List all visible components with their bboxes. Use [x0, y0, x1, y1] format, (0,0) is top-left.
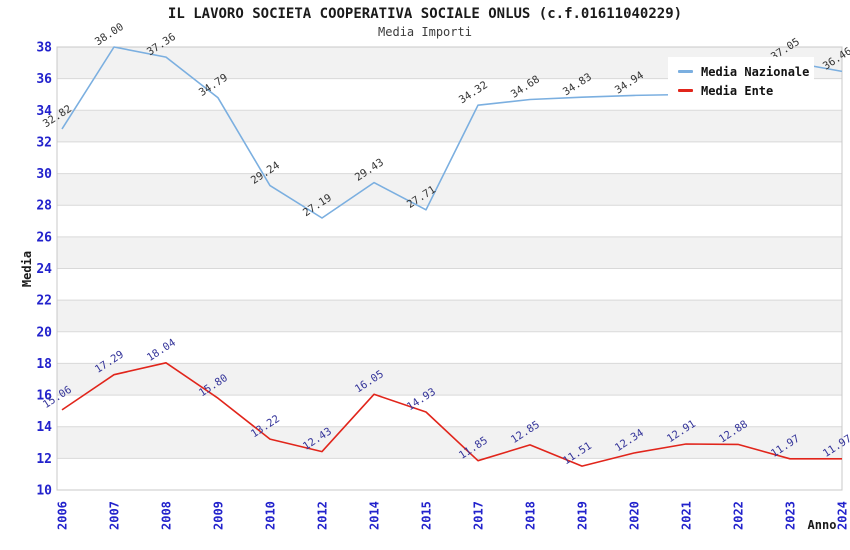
plot-band [57, 205, 842, 237]
y-tick-label: 14 [36, 420, 52, 435]
x-tick-label: 2023 [784, 501, 798, 530]
plot-band [57, 173, 842, 206]
legend-label: Media Ente [701, 83, 774, 98]
x-tick-label: 2015 [420, 501, 434, 530]
x-tick-label: 2012 [316, 501, 330, 530]
y-axis-title: Media [20, 251, 34, 287]
plot-band [57, 395, 842, 427]
plot-band [57, 141, 842, 174]
y-tick-label: 24 [36, 262, 52, 277]
chart-legend: Media Nazionale Media Ente [668, 57, 814, 103]
plot-band [57, 458, 842, 490]
legend-item-media-nazionale: Media Nazionale [678, 62, 814, 81]
y-tick-label: 12 [36, 452, 52, 467]
y-tick-label: 20 [36, 325, 52, 340]
x-tick-label: 2019 [576, 501, 590, 530]
y-tick-label: 18 [36, 357, 52, 372]
plot-band [57, 331, 842, 364]
plot-band [57, 110, 842, 142]
x-tick-label: 2007 [108, 501, 122, 530]
x-tick-label: 2008 [160, 501, 174, 530]
chart-subtitle: Media Importi [378, 25, 472, 39]
plot-band [57, 300, 842, 332]
x-tick-label: 2021 [680, 501, 694, 530]
plot-band [57, 363, 842, 395]
media-nazionale-line-swatch-icon [678, 70, 693, 73]
x-tick-label: 2020 [628, 501, 642, 530]
media-ente-line-swatch-icon [678, 89, 693, 92]
y-tick-label: 26 [36, 230, 52, 245]
plot-band [57, 236, 842, 269]
plot-border [56, 46, 843, 491]
data-label: 38.00 [93, 21, 126, 48]
y-tick-label: 22 [36, 294, 52, 309]
x-tick-label: 2018 [524, 501, 538, 530]
x-tick-label: 2010 [264, 501, 278, 530]
y-tick-label: 38 [36, 41, 52, 56]
y-tick-label: 28 [36, 199, 52, 214]
x-tick-label: 2009 [212, 501, 226, 530]
y-tick-label: 10 [36, 484, 52, 499]
x-tick-label: 2017 [472, 501, 486, 530]
y-tick-label: 36 [36, 72, 52, 87]
y-tick-label: 34 [36, 104, 52, 119]
plot-band [57, 426, 842, 459]
x-tick-label: 2014 [368, 501, 382, 530]
x-tick-label: 2006 [56, 501, 70, 530]
legend-label: Media Nazionale [701, 64, 810, 79]
y-tick-label: 30 [36, 167, 52, 182]
plot-band [57, 268, 842, 301]
x-axis-title: Anno [808, 518, 837, 532]
chart-title: IL LAVORO SOCIETA COOPERATIVA SOCIALE ON… [167, 6, 683, 22]
legend-item-media-ente: Media Ente [678, 81, 814, 100]
x-tick-label: 2022 [732, 501, 746, 530]
series-line-media-ente [61, 361, 842, 467]
x-tick-label: 2024 [836, 501, 850, 530]
y-tick-label: 16 [36, 389, 52, 404]
y-tick-label: 32 [36, 135, 52, 150]
